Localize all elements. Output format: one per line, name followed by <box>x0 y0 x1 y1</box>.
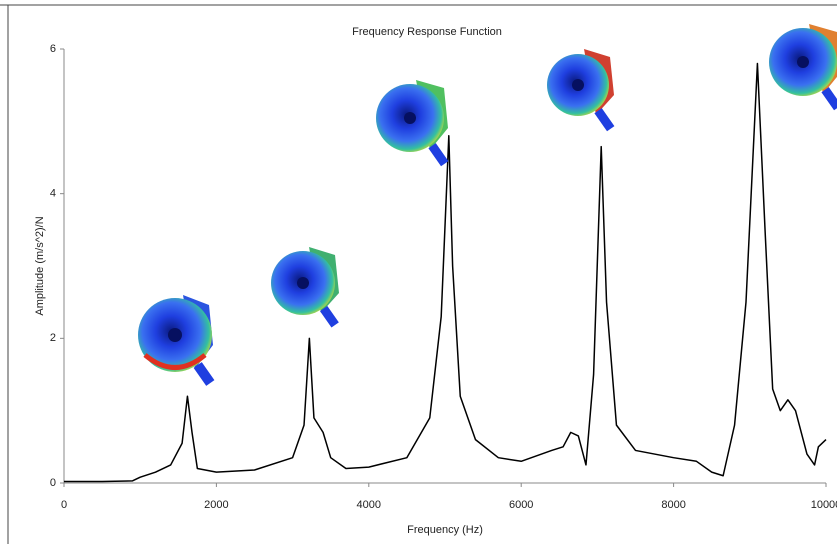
x-tick-label: 10000 <box>811 499 837 511</box>
y-tick-label: 2 <box>50 332 56 344</box>
mode-shape <box>547 49 615 132</box>
x-tick-label: 2000 <box>204 499 228 511</box>
x-tick-label: 0 <box>61 499 67 511</box>
y-tick-label: 0 <box>50 477 56 489</box>
mode-shape <box>271 247 339 328</box>
chart-title: Frequency Response Function <box>352 26 502 38</box>
x-tick-label: 4000 <box>357 499 381 511</box>
line <box>64 62 827 483</box>
y-tick-label: 4 <box>50 188 56 200</box>
x-tick-label: 6000 <box>509 499 533 511</box>
mode-shapes <box>138 24 837 386</box>
mode-shape <box>769 24 837 111</box>
x-tick-label: 8000 <box>661 499 685 511</box>
mode-shape <box>138 295 215 386</box>
y-tick-label: 6 <box>50 43 56 55</box>
mode-shape <box>376 80 449 167</box>
y-axis-label: Amplitude (m/s^2)/N <box>34 216 46 315</box>
x-axis-label: Frequency (Hz) <box>407 524 483 536</box>
